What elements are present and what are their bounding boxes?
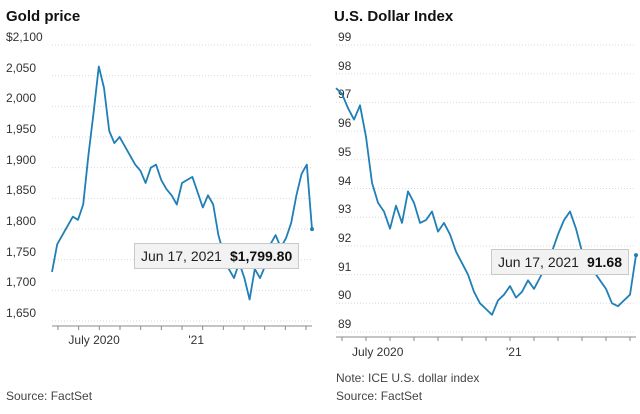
- gold-ytick-label: 1,700: [6, 275, 37, 290]
- dollar-note: Note: ICE U.S. dollar index: [336, 371, 480, 385]
- dollar-series-line: [335, 87, 637, 316]
- gold-ytick-label: 1,750: [6, 244, 37, 259]
- dollar-ytick-label: 95: [338, 144, 352, 159]
- dollar-ytick-label: 92: [338, 230, 352, 245]
- gold-ytick-label: 1,900: [6, 152, 37, 167]
- gold-ytick-label: 1,950: [6, 122, 37, 136]
- gold-source: Source: FactSet: [6, 389, 93, 403]
- gold-ytick-label: 1,850: [6, 183, 37, 198]
- dollar-callout-value: 91.68: [586, 254, 623, 270]
- dollar-ytick-label: 94: [338, 173, 352, 188]
- dollar-ytick-label: 99: [338, 30, 352, 44]
- gold-xtick-label: July 2020: [68, 333, 120, 347]
- dollar-ytick-label: 97: [338, 87, 352, 102]
- gold-callout-value: $1,799.80: [229, 248, 293, 264]
- dollar-callout-date: Jun 17, 2021: [498, 254, 579, 270]
- gold-callout-date: Jun 17, 2021: [141, 248, 222, 264]
- dollar-ytick-label: 90: [338, 288, 352, 303]
- dollar-source: Source: FactSet: [336, 389, 423, 403]
- dollar-ytick-label: 98: [338, 58, 352, 73]
- gold-xtick-label: '21: [188, 333, 205, 347]
- gold-chart-title: Gold price: [6, 8, 81, 25]
- gold-callout: Jun 17, 2021 $1,799.80: [134, 243, 300, 269]
- gold-ytick-label: 2,000: [6, 91, 37, 106]
- dollar-ytick-label: 91: [338, 259, 352, 274]
- dollar-callout: Jun 17, 2021 91.68: [491, 249, 630, 275]
- gold-ytick-label: 1,800: [6, 214, 37, 228]
- gold-last-point: [310, 227, 314, 232]
- dollar-last-point: [634, 253, 638, 258]
- dollar-ytick-label: 89: [338, 317, 352, 331]
- dollar-ytick-label: 93: [338, 202, 352, 217]
- gold-ytick-label: $2,100: [6, 30, 43, 44]
- dollar-xtick-label: '21: [506, 345, 522, 359]
- dollar-xtick-label: July 2020: [352, 345, 404, 359]
- gold-ytick-label: 2,050: [6, 60, 37, 75]
- gold-ytick-label: 1,650: [6, 306, 37, 320]
- dollar-chart-title: U.S. Dollar Index: [334, 8, 454, 25]
- dollar-ytick-label: 96: [338, 116, 352, 131]
